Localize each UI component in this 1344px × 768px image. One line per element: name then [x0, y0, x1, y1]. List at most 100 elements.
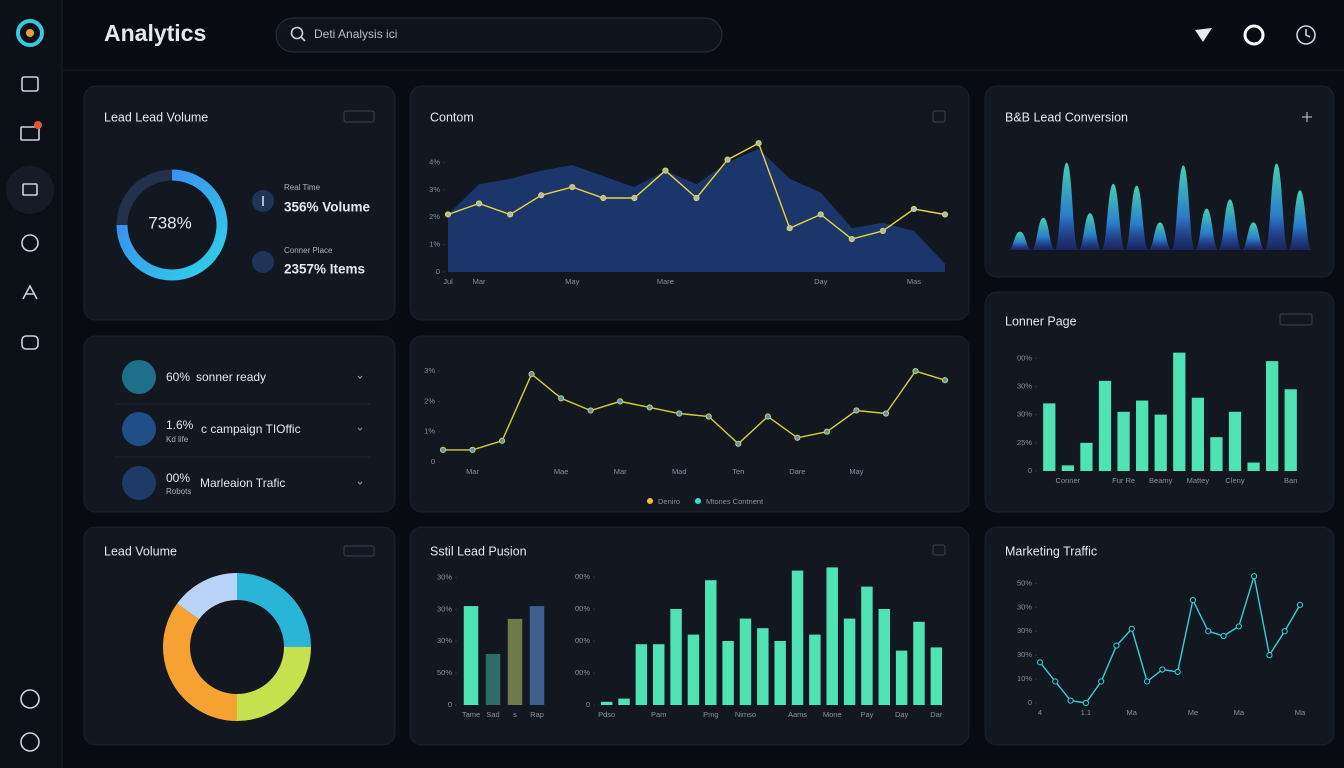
card-title: Lead Lead Volume	[104, 110, 208, 124]
list-label: sonner ready	[196, 370, 266, 384]
point	[724, 156, 731, 163]
y-tick-label: 30%	[1017, 410, 1032, 419]
card-button[interactable]	[932, 110, 946, 123]
card	[409, 335, 970, 513]
card-button[interactable]	[343, 545, 375, 557]
nav-icon[interactable]	[22, 284, 38, 300]
search-icon	[290, 26, 304, 40]
point	[693, 194, 700, 202]
point	[1235, 623, 1242, 630]
card-title: Lead Volume	[104, 544, 177, 558]
header-icon[interactable]	[1296, 25, 1316, 45]
x-tick-label: Aams	[788, 710, 807, 719]
point	[1036, 659, 1044, 666]
nav-icon[interactable]	[20, 732, 40, 752]
nav-icon[interactable]	[20, 126, 40, 141]
spike	[1078, 213, 1102, 250]
legend-swatch	[647, 498, 653, 504]
x-tick-label: Pmg	[703, 710, 718, 719]
bar	[826, 567, 838, 705]
bar	[1284, 389, 1297, 471]
point	[912, 367, 919, 375]
point	[558, 395, 565, 402]
x-tick-label: Nimso	[735, 710, 756, 719]
stat-value: 356% Volume	[284, 200, 371, 215]
bar	[913, 621, 925, 705]
x-tick-label: Mar	[466, 467, 479, 476]
nav-active[interactable]	[6, 166, 54, 214]
donut-segment	[162, 603, 237, 721]
x-tick-label: Mae	[554, 467, 569, 476]
spike	[1008, 231, 1032, 250]
y-tick-label: 30%	[437, 604, 452, 613]
y-tick-label: 0	[1028, 698, 1032, 707]
nav-icon[interactable]	[21, 234, 39, 252]
stat-caption: Conner Place	[284, 246, 333, 255]
x-tick-label: Ma	[1295, 708, 1306, 717]
x-tick-label: Pam	[651, 710, 666, 719]
donut-segment	[177, 573, 237, 620]
search-text: Deti Analysis ici	[314, 27, 397, 41]
point	[910, 205, 918, 213]
logo[interactable]	[16, 19, 44, 47]
card-title: Marketing Traffic	[1005, 544, 1097, 558]
bar	[1228, 411, 1242, 471]
y-tick-label: 2%	[424, 396, 435, 405]
donut-segment	[237, 573, 311, 647]
point	[879, 227, 886, 234]
card	[83, 335, 396, 513]
point	[444, 211, 452, 218]
bar	[1191, 397, 1204, 471]
search-box[interactable]	[275, 17, 723, 53]
list-icon	[122, 360, 156, 394]
x-tick-label: Pay	[860, 710, 873, 719]
chevron[interactable]	[357, 375, 363, 485]
point	[764, 413, 771, 420]
bar	[635, 644, 648, 705]
bar	[670, 609, 682, 705]
stat-value: 2357% Items	[284, 262, 365, 277]
nav-icon[interactable]	[21, 335, 39, 350]
x-tick-label: May	[565, 277, 579, 286]
point	[1189, 597, 1197, 604]
x-tick-label: Beamy	[1149, 476, 1173, 485]
legend-swatch	[695, 498, 701, 504]
x-tick-label: Jul	[443, 277, 453, 286]
x-tick-label: Mone	[823, 710, 842, 719]
x-tick-label: Day	[895, 710, 909, 719]
bar	[722, 641, 734, 705]
x-tick-label: Mare	[657, 277, 674, 286]
point	[587, 407, 594, 414]
card-button[interactable]	[343, 110, 375, 123]
spike	[1264, 163, 1289, 250]
header-icon[interactable]	[1195, 28, 1212, 42]
x-tick-label: May	[849, 467, 863, 476]
x-tick-label: Pdso	[598, 710, 615, 719]
card-button[interactable]	[1279, 313, 1313, 326]
y-tick-label: 0	[436, 267, 440, 276]
y-tick-label: 30%	[1017, 650, 1032, 659]
bar	[1080, 442, 1093, 471]
card-button[interactable]	[932, 544, 946, 556]
point	[1281, 628, 1288, 635]
point	[1296, 601, 1304, 608]
nav-icon[interactable]	[21, 76, 39, 92]
header-icon[interactable]	[1243, 24, 1265, 46]
y-tick-label: 50%	[1017, 578, 1032, 587]
logo-dot	[26, 29, 34, 37]
nav-icon[interactable]	[20, 689, 40, 709]
list-label: c campaign TIOffic	[201, 422, 301, 436]
bar	[1173, 352, 1186, 471]
y-tick-label: 0	[448, 700, 452, 709]
bar	[1210, 437, 1223, 471]
x-tick-label: Mas	[907, 277, 921, 286]
bar	[1266, 361, 1279, 471]
point	[528, 370, 535, 378]
spike	[1031, 217, 1056, 250]
x-tick-label: Rap	[530, 710, 544, 719]
card-title: Lonner Page	[1005, 314, 1077, 328]
point	[569, 183, 576, 191]
point	[1082, 699, 1089, 707]
point	[1067, 697, 1074, 704]
card-button[interactable]	[1302, 112, 1312, 122]
